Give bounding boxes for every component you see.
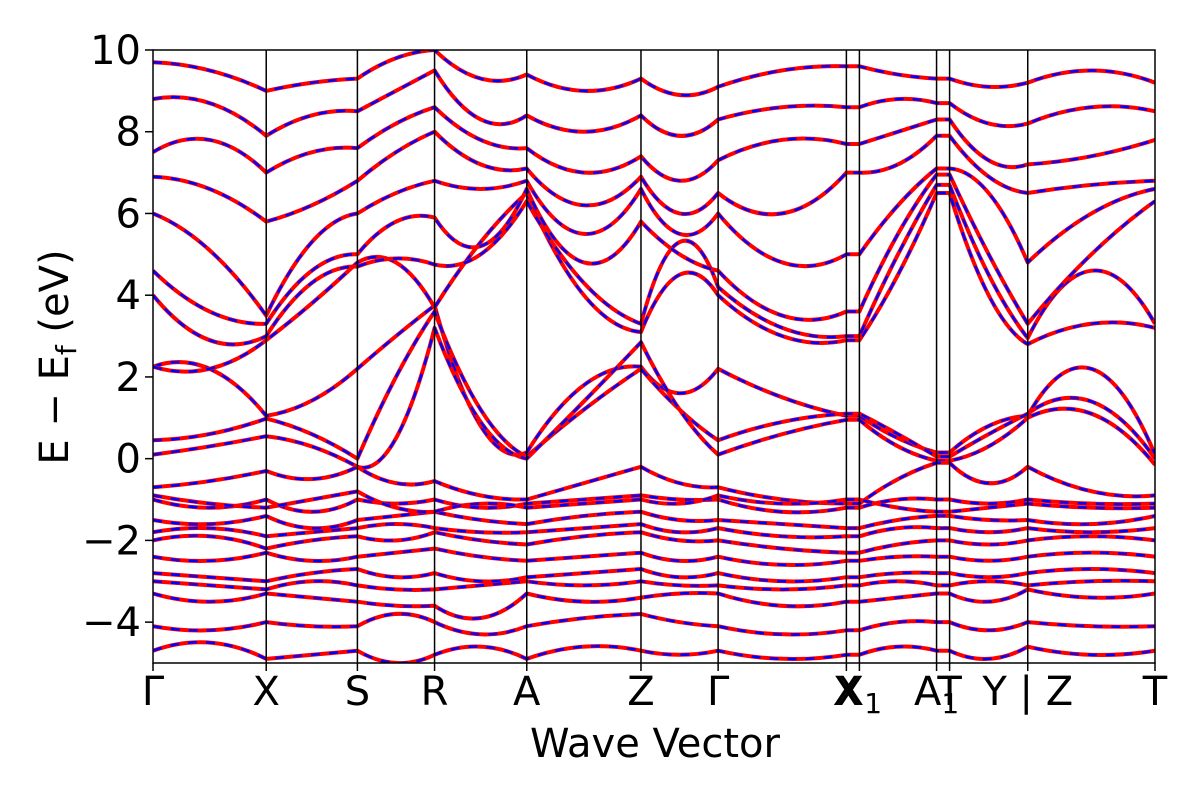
band-line-series-2 xyxy=(153,308,1155,461)
x-tick-label: X xyxy=(833,669,860,715)
x-tick-label: A1 xyxy=(914,669,959,720)
band-line-series-2 xyxy=(153,173,1155,326)
band-line-series-1 xyxy=(153,587,1155,621)
high-symmetry-lines xyxy=(265,50,1029,663)
band-line-series-1 xyxy=(153,166,1155,318)
band-line-series-2 xyxy=(153,461,1155,505)
band-lines xyxy=(153,50,1155,663)
x-tick-label: Y | Z xyxy=(981,669,1073,715)
band-line-series-1 xyxy=(153,325,1155,470)
x-tick-label: A xyxy=(513,669,541,715)
y-tick-label: 2 xyxy=(116,355,141,401)
x-tick-label: R xyxy=(421,669,449,715)
y-tick-label: 10 xyxy=(90,28,141,74)
y-tick-label: 4 xyxy=(116,273,141,319)
y-axis-title: E − Ef (eV) xyxy=(32,249,83,464)
band-line-series-2 xyxy=(153,190,1155,373)
band-line-series-2 xyxy=(153,641,1155,663)
band-line-series-2 xyxy=(153,323,1155,469)
y-axis-title-main: E − E xyxy=(32,355,78,465)
x-tick-label: X xyxy=(253,669,280,715)
y-tick-label: 8 xyxy=(116,110,141,156)
band-line-series-2 xyxy=(153,494,1155,514)
y-tick-label: 0 xyxy=(116,437,141,483)
x-tick-label-subscript: 1 xyxy=(864,687,882,720)
x-tick-label: Γ xyxy=(707,669,730,715)
band-line-series-1 xyxy=(153,50,1155,98)
y-tick-label: −2 xyxy=(82,518,141,564)
x-tick-label: Γ xyxy=(142,669,165,715)
band-line-series-2 xyxy=(153,490,1155,514)
band-line-series-2 xyxy=(153,50,1155,97)
y-axis: −4 −2 0 2 4 6 8 10 xyxy=(82,28,153,646)
x-tick-label: Z xyxy=(627,669,654,715)
band-line-series-2 xyxy=(153,167,1155,319)
band-line-series-1 xyxy=(153,640,1155,663)
x-tick-label: T xyxy=(1142,669,1168,715)
x-tick-label: X1 xyxy=(837,669,882,720)
plot-frame xyxy=(152,49,1156,664)
y-axis-title-unit: (eV) xyxy=(32,249,78,345)
y-tick-label: −4 xyxy=(82,600,141,646)
band-line-series-2 xyxy=(153,547,1155,567)
band-line-series-2 xyxy=(153,68,1155,138)
y-axis-title-subscript: f xyxy=(50,344,83,355)
x-tick-label-subscript: 1 xyxy=(941,687,959,720)
y-tick-label: 6 xyxy=(116,191,141,237)
x-axis-title: Wave Vector xyxy=(530,721,781,767)
x-tick-label: T xyxy=(936,669,962,715)
x-tick-label: S xyxy=(345,669,370,715)
